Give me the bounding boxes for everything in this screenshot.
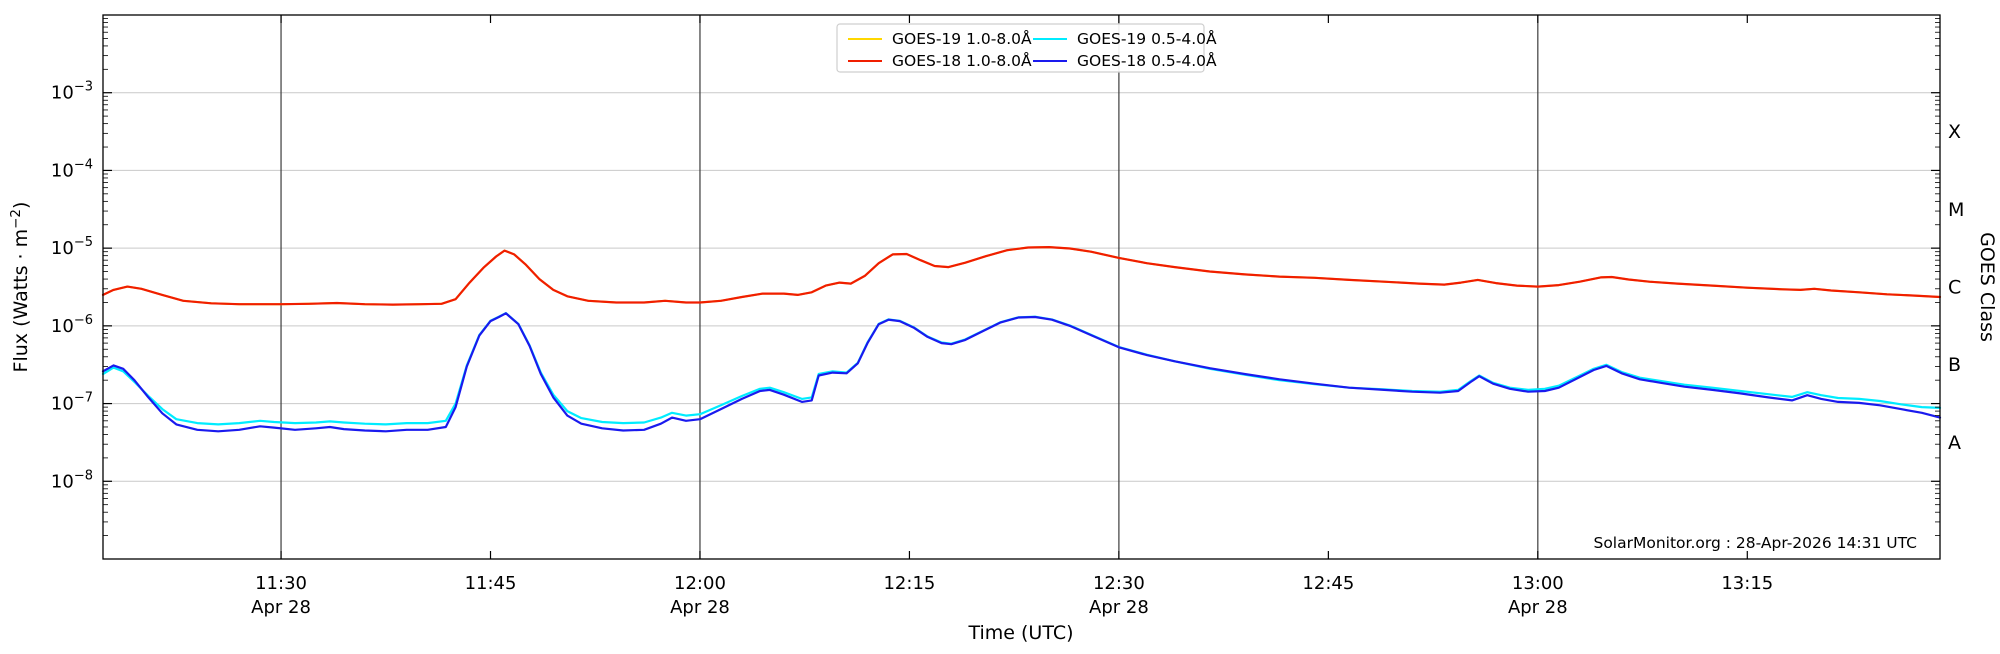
y-tick-label: 10−6 (51, 313, 93, 337)
legend: GOES-19 1.0-8.0Å GOES-18 1.0-8.0Å GOES-1… (836, 23, 1217, 73)
y-tick-label: 10−8 (51, 468, 93, 492)
x-tick-sublabel: Apr 28 (1089, 597, 1149, 618)
goes-class-label-B: B (1948, 354, 1961, 376)
right-axis-title: GOES Class (1976, 232, 1998, 342)
x-tick-label: 13:15 (1721, 573, 1773, 594)
x-tick-sublabel: Apr 28 (670, 597, 730, 618)
legend-label-goes19-short: GOES-19 0.5-4.0Å (1077, 29, 1217, 48)
series-line-3 (101, 312, 1942, 433)
y-tick-label: 10−3 (51, 80, 93, 104)
series-line-2 (101, 312, 1942, 426)
x-tick-label: 12:30 (1093, 573, 1145, 594)
series-line-1 (101, 246, 1942, 306)
y-tick-label: 10−4 (51, 157, 93, 181)
horizontal-gridlines (103, 92, 1940, 482)
legend-label-goes19-long: GOES-19 1.0-8.0Å (892, 29, 1032, 48)
legend-label-goes18-short: GOES-18 0.5-4.0Å (1077, 51, 1217, 70)
x-tick-label: 12:45 (1302, 573, 1354, 594)
y-axis-title: Flux (Watts · m−2) (8, 202, 32, 373)
goes-class-label-C: C (1948, 277, 1961, 299)
x-tick-label: 13:00 (1512, 573, 1564, 594)
y-tick-label: 10−7 (51, 391, 93, 415)
legend-label-goes18-long: GOES-18 1.0-8.0Å (892, 51, 1032, 70)
axis-ticks (103, 15, 1940, 559)
x-tick-label: 12:15 (883, 573, 935, 594)
x-tick-label: 11:30 (255, 573, 307, 594)
x-tick-label: 11:45 (465, 573, 517, 594)
goes-class-label-M: M (1948, 199, 1964, 221)
series-line-0 (102, 246, 1941, 306)
credit-annotation: SolarMonitor.org : 28-Apr-2026 14:31 UTC (1593, 534, 1917, 552)
x-tick-sublabel: Apr 28 (1508, 597, 1568, 618)
tick-labels: 11:30 Apr 28 11:45 12:00 Apr 28 12:15 12:30 Apr… (51, 80, 1964, 618)
y-tick-label: 10−5 (51, 235, 93, 259)
x-tick-label: 12:00 (674, 573, 726, 594)
x-axis-title: Time (UTC) (967, 622, 1073, 644)
x-tick-sublabel: Apr 28 (251, 597, 311, 618)
plot-border (102, 14, 1941, 560)
flux-curves (101, 246, 1942, 433)
vertical-time-gridlines (280, 15, 1539, 559)
goes-class-label-X: X (1948, 121, 1961, 143)
goes-class-label-A: A (1948, 432, 1961, 454)
legend-box (836, 23, 1205, 73)
